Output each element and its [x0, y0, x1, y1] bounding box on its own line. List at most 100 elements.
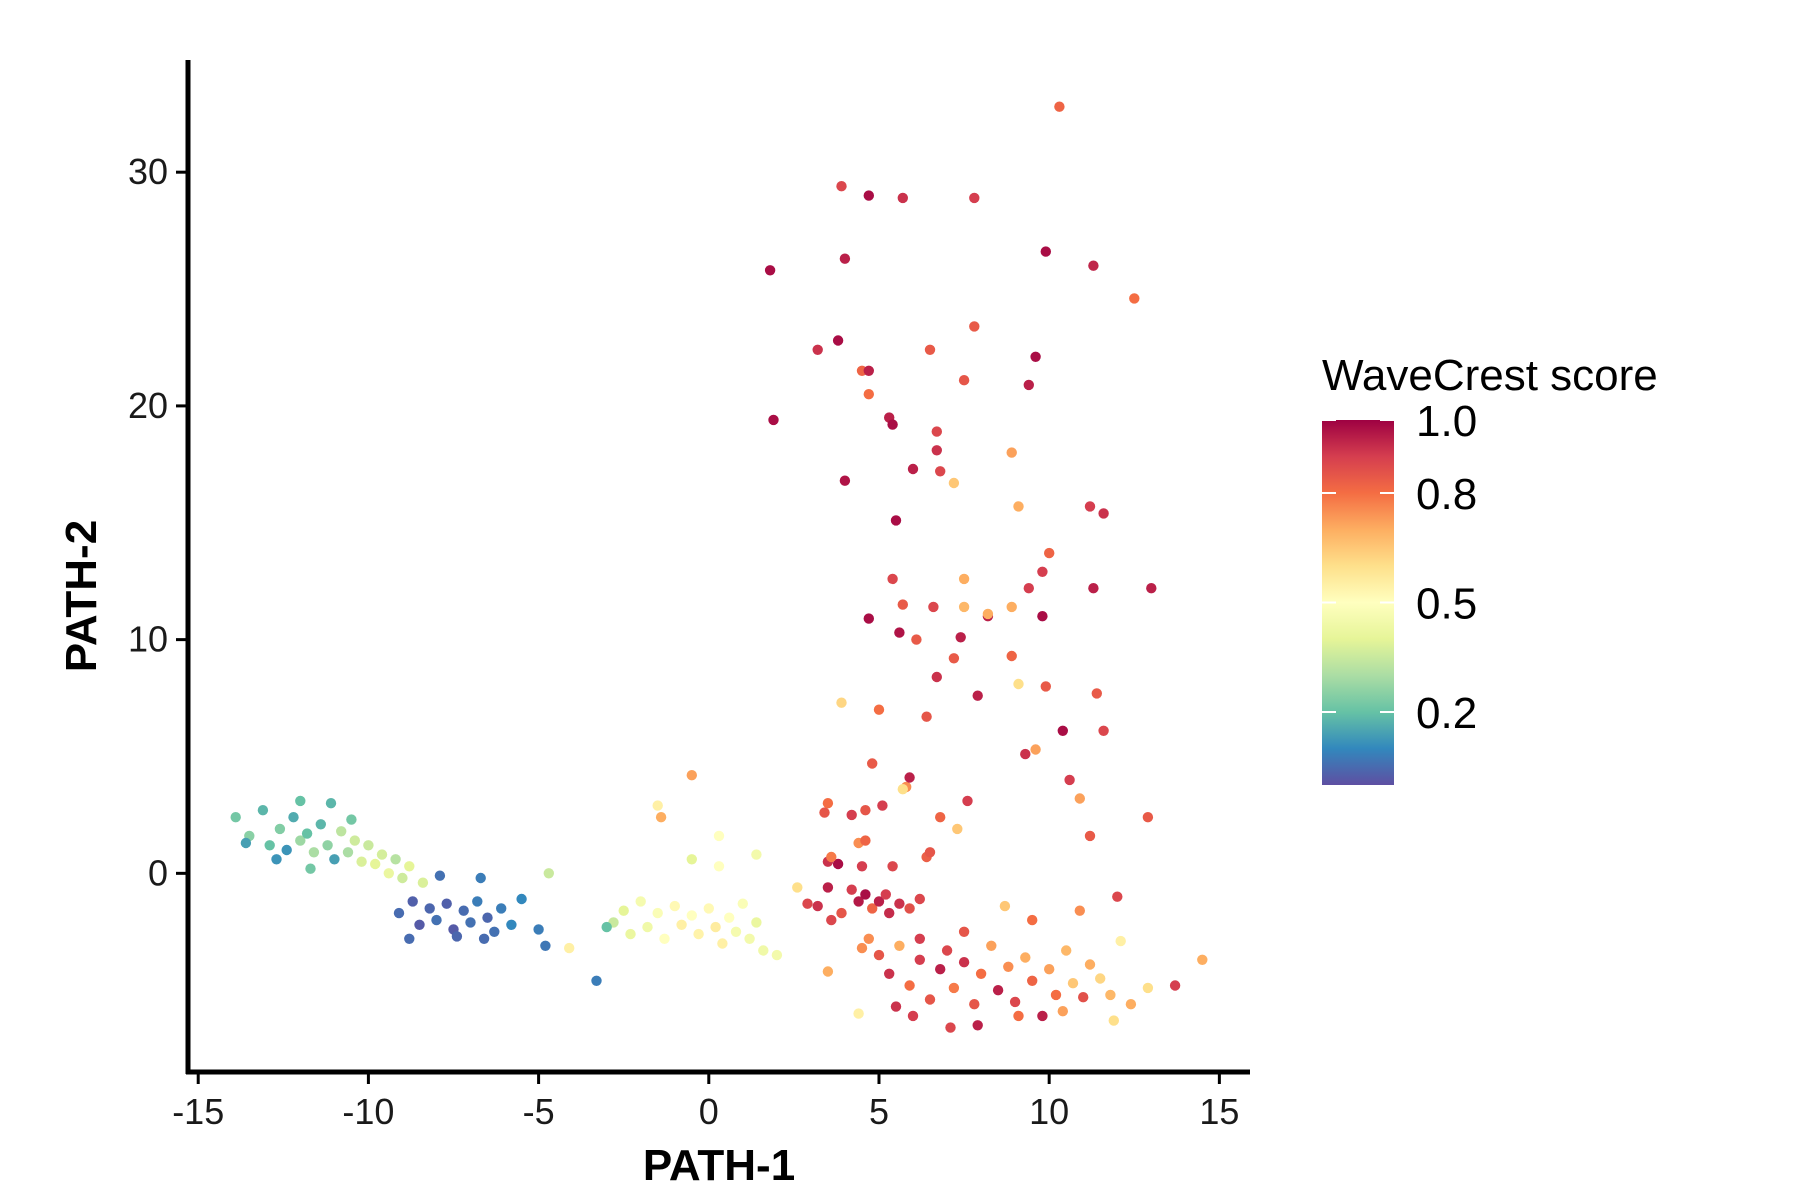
data-point: [904, 772, 915, 783]
data-point: [342, 847, 354, 858]
data-point: [274, 823, 286, 835]
data-point: [1074, 905, 1086, 916]
data-point: [1009, 996, 1021, 1008]
data-point: [1088, 583, 1099, 594]
data-point: [295, 795, 306, 807]
y-axis-title: PATH-2: [57, 520, 106, 672]
data-point: [1027, 914, 1038, 926]
data-point: [618, 905, 629, 916]
data-point: [887, 419, 898, 430]
data-point: [325, 798, 337, 809]
data-point: [496, 903, 507, 914]
x-tick-label: -5: [523, 1091, 555, 1132]
data-point: [1108, 1015, 1120, 1026]
data-point: [1040, 246, 1052, 257]
data-point: [264, 840, 275, 851]
data-point: [1006, 601, 1017, 613]
data-point: [931, 671, 942, 683]
data-point: [928, 601, 939, 613]
data-point: [890, 515, 902, 526]
data-point: [591, 975, 602, 986]
data-point: [958, 926, 970, 937]
data-point: [962, 795, 973, 807]
data-point: [822, 882, 834, 893]
data-point: [543, 868, 554, 879]
data-point: [1027, 975, 1038, 986]
data-point: [758, 945, 769, 956]
data-point: [346, 814, 357, 825]
data-point: [370, 858, 381, 870]
data-point: [884, 907, 895, 919]
data-point: [897, 784, 908, 795]
data-point: [1044, 547, 1055, 559]
data-point: [873, 896, 885, 907]
data-point: [1142, 982, 1154, 994]
data-point: [1067, 978, 1079, 989]
data-point: [1064, 774, 1075, 786]
data-point: [860, 835, 871, 846]
data-point: [924, 847, 936, 858]
data-point: [812, 344, 823, 355]
data-point: [839, 475, 851, 486]
data-point: [982, 608, 994, 620]
data-point: [397, 872, 408, 884]
x-tick-label: 5: [869, 1091, 889, 1132]
data-point: [948, 477, 960, 489]
data-point: [308, 847, 320, 858]
data-point: [506, 919, 517, 930]
data-point: [880, 889, 891, 900]
data-point: [822, 966, 834, 977]
data-point: [992, 985, 1004, 996]
data-point: [295, 835, 306, 846]
data-point: [836, 181, 847, 192]
data-point: [904, 903, 915, 914]
data-point: [914, 893, 925, 905]
legend-tick-label: 0.5: [1416, 580, 1477, 629]
data-point: [768, 414, 779, 426]
data-point: [894, 627, 905, 638]
x-tick-label: -10: [342, 1091, 394, 1132]
legend-tick-label: 0.2: [1416, 689, 1477, 738]
data-point: [972, 1020, 983, 1031]
data-point: [873, 704, 885, 715]
data-point: [1112, 891, 1123, 902]
data-point: [724, 912, 735, 923]
data-point: [924, 344, 936, 355]
data-point: [703, 903, 714, 914]
data-point: [1095, 973, 1106, 984]
data-point: [867, 758, 878, 769]
data-point: [533, 924, 544, 935]
data-point: [635, 896, 646, 907]
data-point: [652, 800, 663, 811]
data-point: [958, 375, 970, 386]
data-point: [856, 942, 868, 954]
data-point: [1105, 989, 1116, 1001]
data-point: [863, 365, 874, 376]
data-point: [516, 893, 527, 905]
data-point: [1037, 1010, 1048, 1022]
data-point: [887, 573, 898, 585]
data-point: [1098, 508, 1109, 519]
data-point: [863, 389, 874, 400]
data-point: [751, 849, 762, 860]
data-point: [686, 770, 697, 781]
data-point: [1074, 793, 1086, 804]
data-point: [315, 819, 326, 830]
data-point: [564, 942, 575, 954]
data-point: [863, 190, 874, 201]
data-point: [955, 632, 966, 643]
data-point: [907, 463, 919, 475]
data-point: [839, 253, 851, 264]
data-point: [873, 949, 885, 961]
data-point: [441, 898, 452, 909]
data-point: [1013, 678, 1024, 690]
data-point: [941, 945, 953, 956]
data-point: [931, 426, 942, 437]
data-point: [867, 903, 878, 914]
data-point: [877, 800, 888, 811]
data-point: [826, 851, 837, 863]
data-point: [897, 192, 908, 204]
data-point: [1030, 744, 1041, 755]
